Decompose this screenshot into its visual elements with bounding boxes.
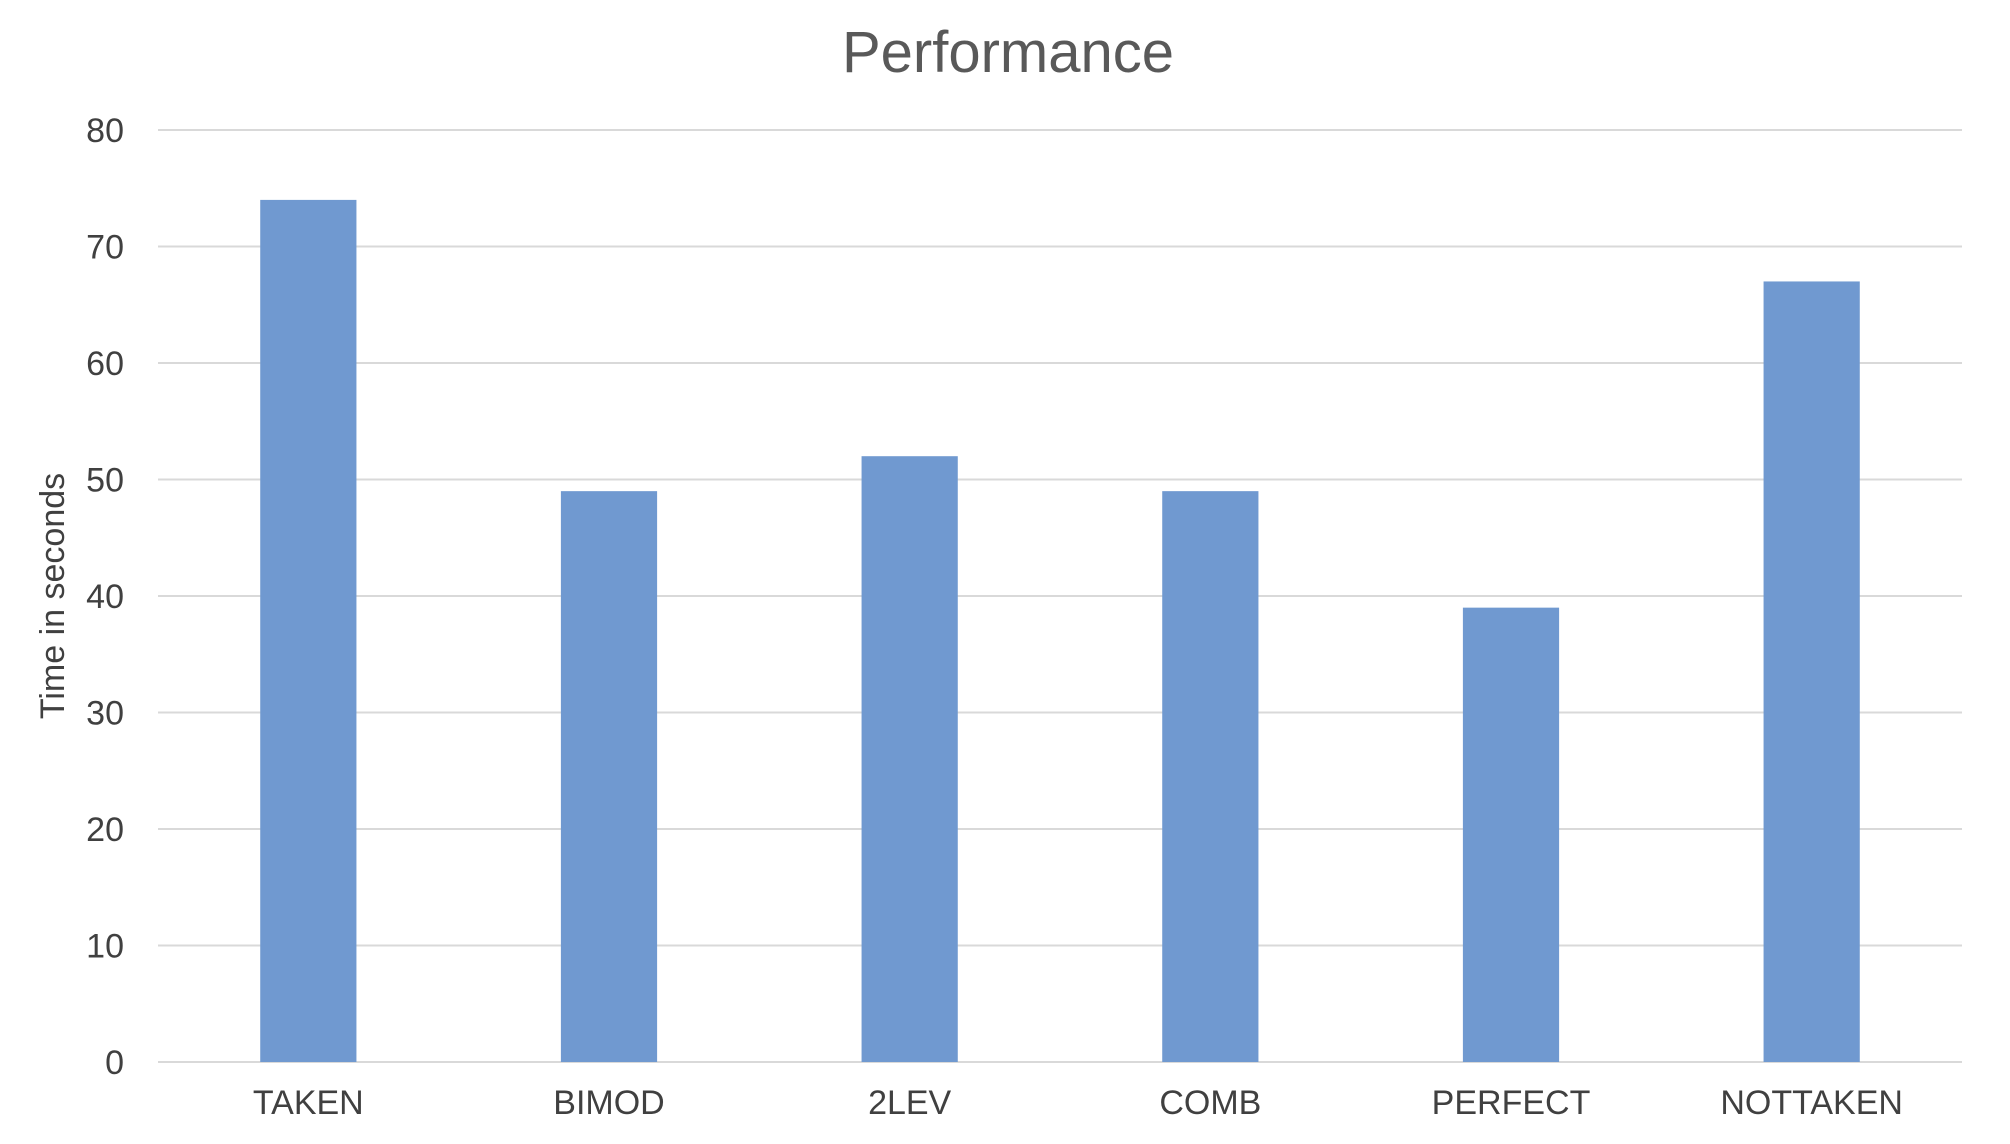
- gridlines: [158, 129, 1962, 1063]
- y-tick-label: 60: [86, 345, 124, 383]
- bar-taken: [260, 199, 357, 1062]
- y-tick-label: 0: [105, 1044, 124, 1082]
- bar-perfect: [1462, 607, 1560, 1062]
- x-axis-ticks: TAKEN BIMOD 2LEV COMB PERFECT NOTTAKEN: [253, 1084, 1903, 1122]
- bar-nottaken: [1763, 281, 1860, 1062]
- y-tick-label: 50: [86, 462, 124, 500]
- x-tick-label: PERFECT: [1432, 1084, 1591, 1122]
- bar-comb: [1162, 491, 1259, 1062]
- y-tick-label: 80: [86, 112, 124, 150]
- y-tick-label: 70: [86, 229, 124, 267]
- bars: [260, 199, 1860, 1062]
- bar-2lev: [861, 456, 958, 1062]
- bar-bimod: [560, 491, 658, 1062]
- y-tick-label: 10: [86, 928, 124, 966]
- x-tick-label: COMB: [1159, 1084, 1261, 1122]
- x-tick-label: BIMOD: [553, 1084, 664, 1122]
- y-tick-label: 20: [86, 811, 124, 849]
- y-tick-label: 40: [86, 578, 124, 616]
- y-tick-label: 30: [86, 695, 124, 733]
- y-axis-label: Time in seconds: [34, 473, 72, 719]
- x-tick-label: NOTTAKEN: [1720, 1084, 1903, 1122]
- chart-title: Performance: [842, 20, 1174, 85]
- x-tick-label: TAKEN: [253, 1084, 364, 1122]
- y-axis-ticks: 0 10 20 30 40 50 60 70 80: [86, 112, 124, 1082]
- x-tick-label: 2LEV: [868, 1084, 951, 1122]
